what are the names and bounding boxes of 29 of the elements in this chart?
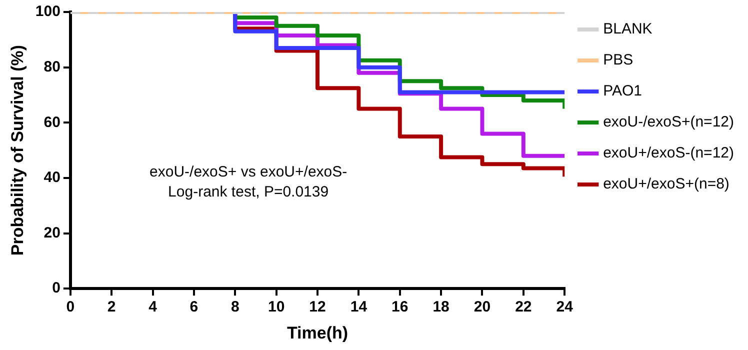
y-tick-label: 100 (35, 3, 60, 20)
y-tick-label: 80 (44, 58, 60, 76)
x-tick-label: 24 (556, 298, 574, 316)
x-tick-label: 14 (350, 298, 368, 316)
y-tick-label: 20 (44, 224, 60, 242)
annotation: Log-rank test, P=0.0139 (168, 184, 329, 201)
y-tick-label: 60 (44, 114, 60, 131)
legend-label: PAO1 (603, 82, 642, 100)
x-tick-label: 12 (309, 298, 326, 316)
x-tick-label: 22 (515, 298, 532, 316)
y-tick-label: 40 (44, 169, 60, 186)
legend-label: exoU+/exoS-(n=12) (603, 144, 734, 162)
legend-label: BLANK (603, 20, 652, 38)
legend-label: exoU+/exoS+(n=8) (603, 176, 730, 193)
x-axis-title: Time(h) (286, 323, 348, 342)
legend-label: exoU-/exoS+(n=12) (603, 114, 734, 131)
annotation: exoU-/exoS+ vs exoU+/exoS- (150, 164, 348, 181)
legend-label: PBS (603, 52, 634, 69)
x-tick-label: 8 (230, 298, 240, 316)
x-tick-label: 20 (474, 298, 491, 316)
x-tick-label: 0 (66, 298, 75, 316)
x-tick-label: 6 (190, 298, 198, 316)
x-tick-label: 2 (107, 298, 116, 316)
x-tick-label: 18 (432, 298, 450, 316)
x-tick-label: 10 (268, 298, 285, 316)
x-tick-label: 4 (148, 298, 158, 316)
y-tick-label: 0 (52, 280, 60, 297)
y-axis-title: Probability of Survival (%) (8, 44, 27, 256)
x-tick-label: 16 (392, 298, 408, 316)
